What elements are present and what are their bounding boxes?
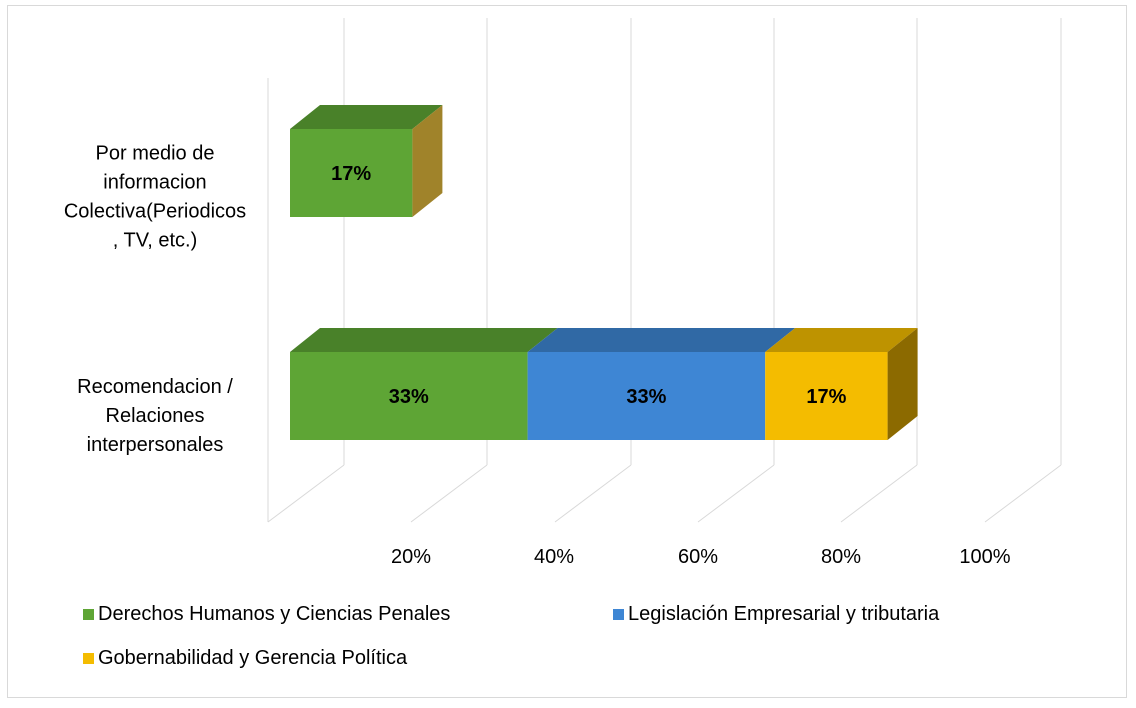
bar-top-face — [765, 328, 918, 352]
legend-swatch — [83, 609, 94, 620]
floor-gridline — [554, 464, 632, 523]
legend-item: Derechos Humanos y Ciencias Penales — [83, 603, 450, 626]
bar-side-face — [887, 328, 918, 440]
bar-top-face — [527, 328, 796, 352]
category-label: , TV, etc.) — [113, 230, 197, 252]
x-tick-label: 80% — [821, 546, 861, 568]
category-label: Recomendacion / — [77, 376, 233, 398]
floor-gridline — [984, 464, 1062, 523]
labels: 20% 40% 60% 80% 100% Por medio de informacion C… — [64, 143, 1011, 569]
floor-gridline — [410, 464, 488, 523]
floor-gridline — [697, 464, 775, 523]
category-label: Colectiva(Periodicos — [64, 201, 246, 223]
x-tick-label: 40% — [534, 546, 574, 568]
category-label: Relaciones — [106, 405, 205, 427]
x-tick-label: 20% — [391, 546, 431, 568]
gridlines — [267, 18, 1062, 523]
legend-item: Legislación Empresarial y tributaria — [613, 603, 939, 626]
legend-label: Legislación Empresarial y tributaria — [628, 603, 940, 625]
legend-swatch — [613, 609, 624, 620]
category-label: informacion — [103, 172, 206, 194]
legend-label: Derechos Humanos y Ciencias Penales — [98, 603, 451, 625]
data-label: 33% — [626, 386, 666, 408]
bar-top-face — [290, 328, 558, 352]
floor-gridline — [840, 464, 918, 523]
data-label: 17% — [331, 163, 371, 185]
legend-item: Gobernabilidad y Gerencia Política — [83, 647, 407, 670]
bar-segment — [527, 352, 766, 440]
data-label: 33% — [389, 386, 429, 408]
x-tick-label: 60% — [678, 546, 718, 568]
bar-segment — [290, 129, 413, 217]
category-label: interpersonales — [87, 434, 224, 456]
bar-top-face — [290, 105, 443, 129]
bars — [290, 105, 918, 440]
category-label: Por medio de — [96, 143, 215, 165]
bar-segment — [290, 352, 528, 440]
x-tick-label: 100% — [959, 546, 1010, 568]
data-label: 17% — [806, 386, 846, 408]
bar-segment — [765, 352, 888, 440]
floor-gridline — [267, 464, 345, 523]
legend-label: Gobernabilidad y Gerencia Política — [98, 647, 408, 669]
bar-side-face — [412, 105, 443, 217]
legend-swatch — [83, 653, 94, 664]
